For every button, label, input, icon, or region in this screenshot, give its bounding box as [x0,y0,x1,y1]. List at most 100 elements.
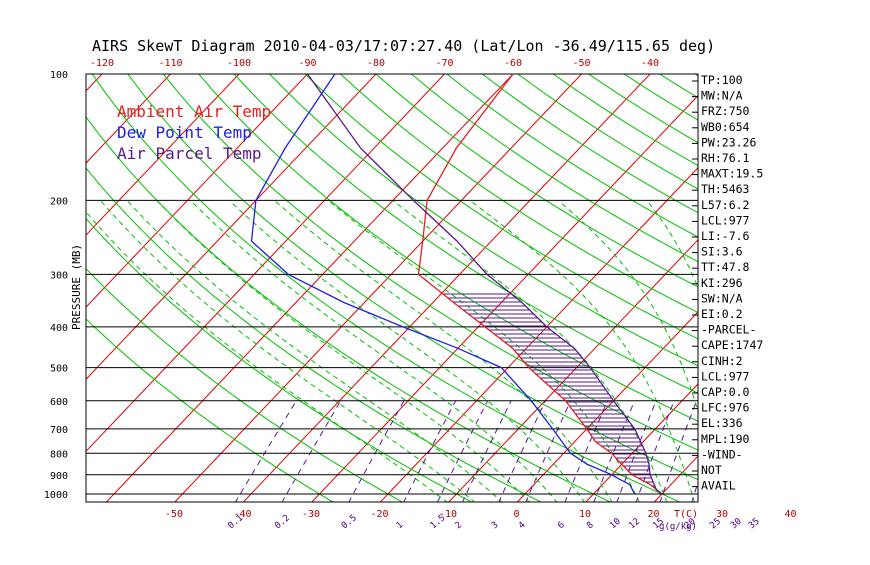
mixing-ratio-line [660,401,697,503]
dry-adiabat-line [665,55,870,503]
dry-adiabat-line [183,55,870,503]
mixing-ratio-line [525,401,570,503]
chart-title: AIRS SkewT Diagram 2010-04-03/17:07:27.4… [92,37,715,55]
mixing-ratio-tick-label: 35 [747,517,762,532]
pressure-tick-label: 900 [50,471,68,482]
legend-entry: Ambient Air Temp [117,102,271,121]
side-panel-value: PW:23.26 [701,135,756,149]
side-panel-value: LCL:977 [701,213,750,227]
isotherm-line [311,55,737,503]
pressure-tick-label: 700 [50,425,68,436]
temp-top-tick-label: -120 [90,58,114,69]
dry-adiabat-line [458,55,870,503]
moist-adiabat-line [229,200,585,503]
pressure-tick-label: 400 [50,323,68,334]
isotherm-line [0,55,257,503]
x-axis-label: T(C) [674,509,698,520]
pressure-tick-label: 500 [50,364,68,375]
side-panel-value: EL:336 [701,416,743,430]
mixing-ratio-tick-label: 2 [454,520,465,531]
side-panel-value: KI:296 [701,276,743,290]
pressure-tick-label: 300 [50,270,68,281]
pressure-tick-label: 200 [50,196,68,207]
dry-adiabat-line [286,55,870,503]
isotherm-line [448,55,870,503]
side-panel-value: MPL:190 [701,432,750,446]
dry-adiabat-line [321,55,870,503]
isotherm-line [791,55,870,503]
temp-bottom-tick-label: 40 [784,509,796,520]
temp-bottom-tick-label: 20 [647,509,659,520]
moist-adiabat-line [190,200,557,503]
dry-adiabat-line [45,55,612,503]
mixing-ratio-tick-label: 4 [517,520,528,531]
dry-adiabat-line [355,55,870,503]
side-panel-value: L57:6.2 [701,198,749,212]
side-panel-value: -WIND- [701,447,743,461]
mixing-ratio-line [756,401,786,503]
temp-top-tick-label: -40 [641,58,659,69]
profile-line [252,74,635,494]
mixing-ratio-line [462,401,511,503]
pressure-tick-label: 600 [50,397,68,408]
side-panel-value: RH:76.1 [701,151,750,165]
dry-adiabat-line [114,55,751,503]
mixing-ratio-tick-label: 1 [395,520,406,531]
side-panel-value: SI:3.6 [701,245,743,259]
temp-bottom-tick-label: 30 [716,509,728,520]
isotherm-line [37,55,463,503]
mixing-ratio-axis-label: g(g/kg) [659,522,697,532]
legend-entry: Air Parcel Temp [117,144,262,163]
mixing-ratio-tick-label: 30 [729,517,744,532]
isotherm-line [0,55,52,503]
temp-top-tick-label: -50 [572,58,590,69]
mixing-ratio-tick-label: 12 [627,517,642,532]
mixing-ratio-line [235,401,296,503]
mixing-ratio-tick-label: 6 [556,520,567,531]
isotherm-line [0,55,326,503]
temp-bottom-tick-label: 0 [513,509,519,520]
side-panel-value: -PARCEL- [701,323,756,337]
mixing-ratio-tick-label: 8 [585,520,596,531]
side-panel-value: WB0:654 [701,120,750,134]
side-panel-value: EI:0.2 [701,307,743,321]
mixing-ratio-tick-label: 10 [608,517,623,532]
side-panel-value: LFC:976 [701,401,750,415]
side-panel-value: CINH:2 [701,354,743,368]
side-panel-value: CAP:0.0 [701,385,750,399]
moist-adiabat-line [127,200,503,503]
mixing-ratio-line [594,401,635,503]
pressure-tick-label: 800 [50,449,68,460]
side-panel-value: FRZ:750 [701,104,750,118]
isotherm-line [654,55,870,503]
mixing-ratio-tick-label: 0.5 [340,513,359,531]
mixing-ratio-tick-label: 3 [490,520,501,531]
legend-entry: Dew Point Temp [117,123,252,142]
temp-bottom-tick-label: 10 [579,509,591,520]
profile-line [419,74,663,494]
temp-bottom-tick-label: -40 [233,509,251,520]
temp-top-tick-label: -110 [158,58,182,69]
moist-adiabat-line [101,200,476,503]
side-panel-value: TT:47.8 [701,260,750,274]
temp-bottom-tick-label: -30 [302,509,320,520]
side-panel-value: MAXT:19.5 [701,167,763,181]
mixing-ratio-line [617,401,657,503]
mixing-ratio-line [403,401,455,503]
isotherm-line [517,55,870,503]
temp-bottom-tick-label: -20 [370,509,388,520]
mixing-ratio-tick-label: 0.2 [273,513,292,531]
side-panel-value: SW:N/A [701,291,743,305]
temp-top-tick-label: -60 [504,58,522,69]
pressure-tick-label: 1000 [44,490,68,501]
side-panel-value: LI:-7.6 [701,229,750,243]
side-panel-value: AVAIL [701,479,736,493]
side-panel-value: LCL:977 [701,369,750,383]
isotherm-line [859,55,870,503]
moist-adiabat-line [274,200,612,503]
side-panel-value: NOT [701,463,722,477]
side-panel-value: TH:5463 [701,182,750,196]
temp-top-tick-label: -90 [298,58,316,69]
